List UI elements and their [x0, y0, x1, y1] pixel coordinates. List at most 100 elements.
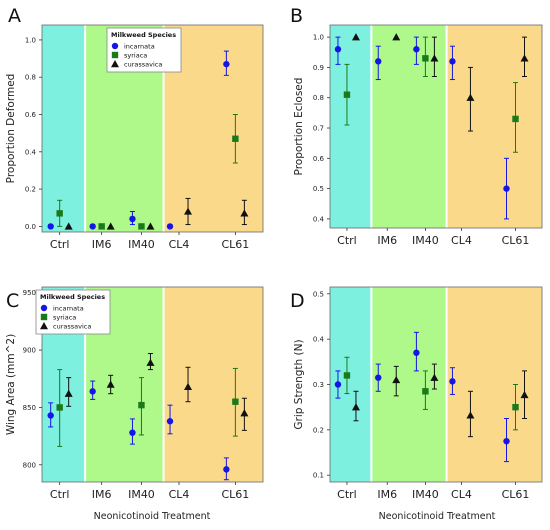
panel-D: 0.1 0.2 0.3 0.4 0.5 Ctrl IM6 IM40 CL4 CL61 Grip St…: [290, 286, 543, 501]
x-tick-label: IM40: [412, 234, 439, 247]
x-tick-label: CL61: [221, 488, 249, 501]
point-incarnata: [129, 429, 136, 436]
panel-letter: C: [6, 290, 19, 312]
band-ctrl: [330, 25, 372, 228]
y-tick-label: 0.6: [25, 111, 37, 119]
point-incarnata: [166, 418, 174, 425]
legend-box: [35, 289, 111, 335]
point-syriaca: [343, 372, 351, 379]
y-axis-title: Proportion Eclosed: [293, 78, 305, 176]
legend-label-syriaca: syriaca: [53, 314, 76, 322]
point-curassavica: [40, 322, 48, 330]
x-tick-label: Ctrl: [50, 488, 70, 501]
panel-letter: A: [8, 5, 21, 27]
x-tick-label: CL61: [221, 238, 249, 251]
y-tick-label: 0.4: [313, 336, 325, 344]
point-curassavica: [146, 358, 155, 366]
point-curassavica: [146, 222, 155, 230]
point-syriaca: [56, 210, 63, 217]
point-syriaca: [40, 313, 48, 321]
point-syriaca: [98, 223, 105, 230]
legend-title: Milkweed Species: [111, 31, 176, 39]
point-curassavica: [184, 382, 193, 390]
y-tick-label: 1.0: [313, 34, 324, 42]
point-syriaca: [56, 404, 63, 411]
point-incarnata: [129, 215, 136, 223]
point-curassavica: [430, 373, 439, 381]
point-curassavica: [466, 93, 475, 101]
point-syriaca: [111, 51, 119, 59]
x-axis-title-left: Neonicotinoid Treatment: [94, 511, 211, 522]
y-tick-label: 900: [23, 347, 36, 355]
plot-frame: [41, 286, 264, 483]
legend-label-incarnata: incarnata: [124, 43, 155, 51]
x-tick-label: CL4: [169, 488, 190, 501]
x-tick-label: IM6: [92, 238, 112, 251]
point-incarnata: [47, 223, 54, 230]
band-im: [371, 287, 447, 482]
band-cl: [446, 25, 542, 228]
point-incarnata: [223, 466, 230, 473]
point-incarnata: [89, 223, 96, 230]
panel-B: 0.4 0.5 0.6 0.7 0.8 0.9 1.0 Ctrl IM6 IM40 CL4 CL61 P…: [290, 5, 543, 247]
x-axis-title-right: Neonicotinoid Treatment: [379, 511, 496, 522]
y-tick-label: 0.5: [313, 290, 324, 298]
legend-box: [106, 27, 182, 73]
point-curassavica: [111, 60, 119, 68]
point-incarnata: [166, 223, 174, 230]
y-tick-label: 0.6: [313, 155, 325, 163]
x-tick-label: IM40: [128, 488, 155, 501]
y-tick-label: 0.4: [25, 148, 37, 156]
point-incarnata: [89, 388, 96, 395]
legend-title: Milkweed Species: [40, 293, 105, 301]
y-tick-label: 950: [23, 289, 36, 297]
band-im: [371, 25, 447, 228]
x-tick-label: Ctrl: [337, 488, 357, 501]
x-tick-label: CL61: [502, 488, 530, 501]
x-tick-label: IM40: [128, 238, 155, 251]
y-axis-title: Proportion Deformed: [5, 74, 17, 184]
point-syriaca: [343, 91, 351, 98]
y-tick-label: 0.9: [313, 64, 324, 72]
point-curassavica: [184, 207, 193, 215]
plot-frame: [329, 24, 543, 229]
y-tick-label: 0.3: [313, 381, 324, 389]
x-tick-label: IM6: [377, 234, 397, 247]
point-curassavica: [240, 209, 249, 217]
y-tick-label: 0.2: [313, 426, 324, 434]
x-tick-label: IM40: [412, 488, 439, 501]
point-curassavica: [520, 54, 529, 62]
point-incarnata: [223, 60, 230, 68]
point-curassavica: [240, 409, 249, 417]
y-tick-label: 0.1: [313, 472, 324, 480]
point-curassavica: [392, 33, 401, 41]
point-syriaca: [422, 388, 429, 395]
y-axis-title: Grip Strength (N): [293, 339, 305, 429]
y-tick-label: 0.4: [313, 215, 325, 223]
x-tick-label: CL4: [451, 488, 472, 501]
point-incarnata: [111, 42, 119, 50]
y-tick-label: 0.8: [25, 74, 36, 82]
band-cl: [163, 287, 263, 482]
point-syriaca: [138, 223, 145, 230]
point-syriaca: [512, 403, 519, 411]
plot-frame: [41, 24, 264, 233]
point-incarnata: [413, 46, 420, 53]
y-tick-label: 0.7: [313, 125, 324, 133]
band-cl: [446, 287, 542, 482]
x-tick-label: IM6: [92, 488, 112, 501]
legend-label-curassavica: curassavica: [124, 61, 162, 69]
point-curassavica: [392, 375, 401, 384]
band-ctrl: [42, 25, 86, 232]
point-incarnata: [375, 374, 382, 381]
legend: Milkweed Species incarnatasyriacacurassav…: [35, 289, 111, 335]
point-incarnata: [413, 349, 420, 356]
point-curassavica: [64, 389, 73, 397]
x-tick-label: IM6: [377, 488, 397, 501]
point-incarnata: [47, 412, 54, 419]
x-tick-label: CL4: [169, 238, 190, 251]
point-curassavica: [106, 222, 115, 230]
legend-label-incarnata: incarnata: [53, 305, 84, 313]
point-incarnata: [375, 58, 382, 65]
